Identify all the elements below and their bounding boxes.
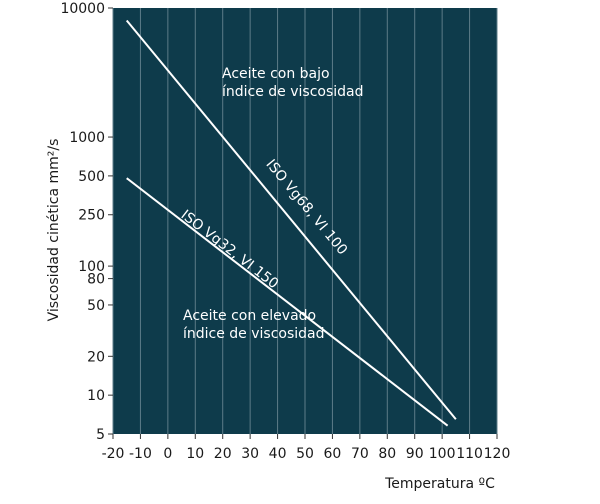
x-tick-label: -20 <box>102 446 125 462</box>
x-tick-label: 30 <box>241 446 259 462</box>
x-tick-label: 10 <box>186 446 204 462</box>
x-tick-label: 0 <box>163 446 172 462</box>
x-tick-label: 70 <box>351 446 369 462</box>
y-axis-label: Viscosidad cinética mm²/s <box>46 139 62 322</box>
y-tick-label: 20 <box>87 349 105 365</box>
annotation: índice de viscosidad <box>222 84 364 100</box>
x-tick-label: 100 <box>429 446 456 462</box>
y-tick-label: 10000 <box>60 1 105 17</box>
annotation: Aceite con elevado <box>183 308 316 324</box>
x-tick-label: 90 <box>406 446 424 462</box>
y-tick-label: 100 <box>78 259 105 275</box>
y-tick-label: 500 <box>78 169 105 185</box>
series-line <box>126 177 449 427</box>
x-tick-label: 20 <box>214 446 232 462</box>
y-tick-label: 80 <box>87 272 105 288</box>
y-tick-label: 1000 <box>69 130 105 146</box>
annotation: índice de viscosidad <box>183 326 325 342</box>
x-tick-label: 110 <box>456 446 483 462</box>
x-tick-label: 80 <box>378 446 396 462</box>
x-tick-label: 40 <box>269 446 287 462</box>
x-tick-label: 120 <box>484 446 511 462</box>
x-axis-label: Temperatura ºC <box>384 476 495 492</box>
annotation: Aceite con bajo <box>222 66 330 82</box>
x-tick-label: 50 <box>296 446 314 462</box>
y-tick-label: 50 <box>87 298 105 314</box>
x-tick-label: 60 <box>324 446 342 462</box>
y-tick-label: 10 <box>87 388 105 404</box>
x-tick-label: -10 <box>129 446 152 462</box>
y-tick-label: 5 <box>96 427 105 443</box>
y-tick-label: 250 <box>78 208 105 224</box>
series-line <box>125 19 457 420</box>
